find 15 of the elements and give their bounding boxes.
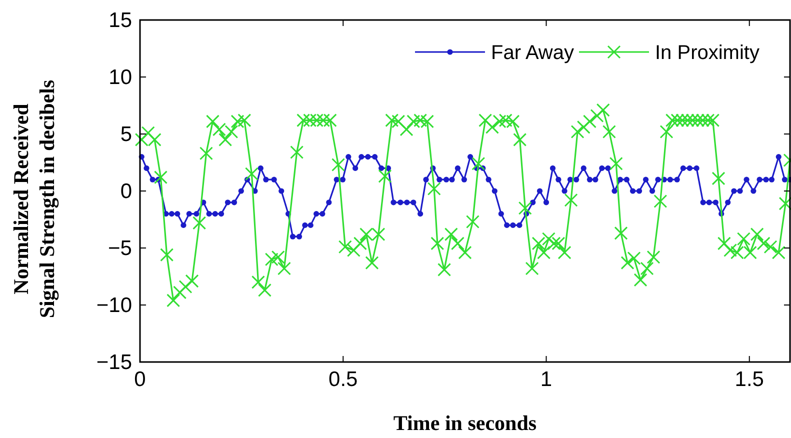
y-tick-label: −15 — [96, 351, 132, 374]
y-tick-label: 10 — [108, 66, 132, 89]
x-tick-label: 0 — [134, 368, 146, 391]
x-axis-title: Time in seconds — [393, 411, 537, 435]
y-tick-label: 0 — [120, 180, 132, 203]
legend-label: In Proximity — [655, 42, 760, 64]
x-tick-label: 1 — [540, 368, 552, 391]
x-tick-label: 0.5 — [328, 368, 358, 391]
y-tick-label: 15 — [108, 9, 132, 32]
y-tick-label: 5 — [120, 123, 132, 146]
legend-label: Far Away — [491, 42, 574, 64]
y-axis-title: Normalized Received Signal Strength in decibels — [9, 80, 59, 318]
y-tick-label: −10 — [96, 294, 132, 317]
x-tick-label: 1.5 — [734, 368, 764, 391]
y-tick-label: −5 — [108, 237, 132, 260]
